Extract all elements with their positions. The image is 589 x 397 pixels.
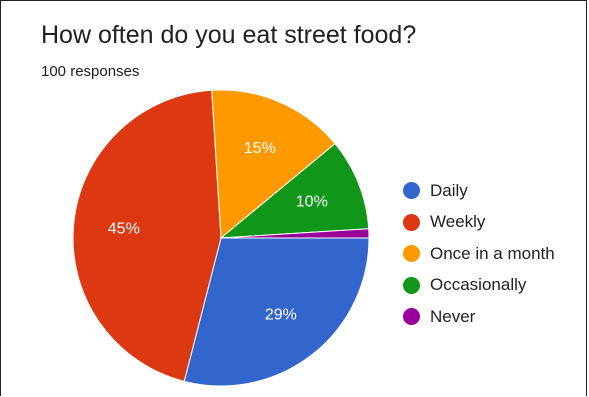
legend-item-daily[interactable]: Daily	[403, 175, 555, 207]
legend-label: Weekly	[430, 212, 486, 232]
pie-slice-never[interactable]	[220, 228, 370, 239]
pie-slice-once-in-a-month[interactable]	[211, 89, 336, 240]
slice-label-occasionally: 10%	[296, 194, 328, 211]
legend-label: Daily	[430, 180, 468, 200]
chart-legend: Daily Weekly Once in a month Occasionally Ne…	[403, 175, 555, 333]
pie-slice-daily[interactable]	[183, 237, 370, 387]
response-count: 100 responses	[41, 63, 140, 80]
legend-swatch	[403, 276, 420, 294]
slice-label-daily: 29%	[265, 307, 297, 324]
slice-label-weekly: 45%	[108, 220, 140, 237]
legend-label: Once in a month	[430, 243, 555, 263]
legend-swatch	[403, 213, 420, 231]
legend-label: Never	[430, 306, 476, 326]
slice-label-once-in-a-month: 15%	[244, 140, 276, 157]
legend-swatch	[403, 245, 420, 263]
legend-item-occasionally[interactable]: Occasionally	[403, 270, 555, 302]
chart-title: How often do you eat street food?	[41, 21, 417, 49]
legend-item-once-in-a-month[interactable]: Once in a month	[403, 238, 555, 270]
legend-label: Occasionally	[430, 275, 527, 295]
pie-slice-weekly[interactable]	[72, 89, 222, 382]
legend-swatch	[403, 308, 420, 326]
legend-swatch	[403, 182, 420, 200]
legend-item-never[interactable]: Never	[403, 301, 555, 333]
legend-item-weekly[interactable]: Weekly	[403, 207, 555, 239]
pie-slice-occasionally[interactable]	[219, 142, 370, 239]
